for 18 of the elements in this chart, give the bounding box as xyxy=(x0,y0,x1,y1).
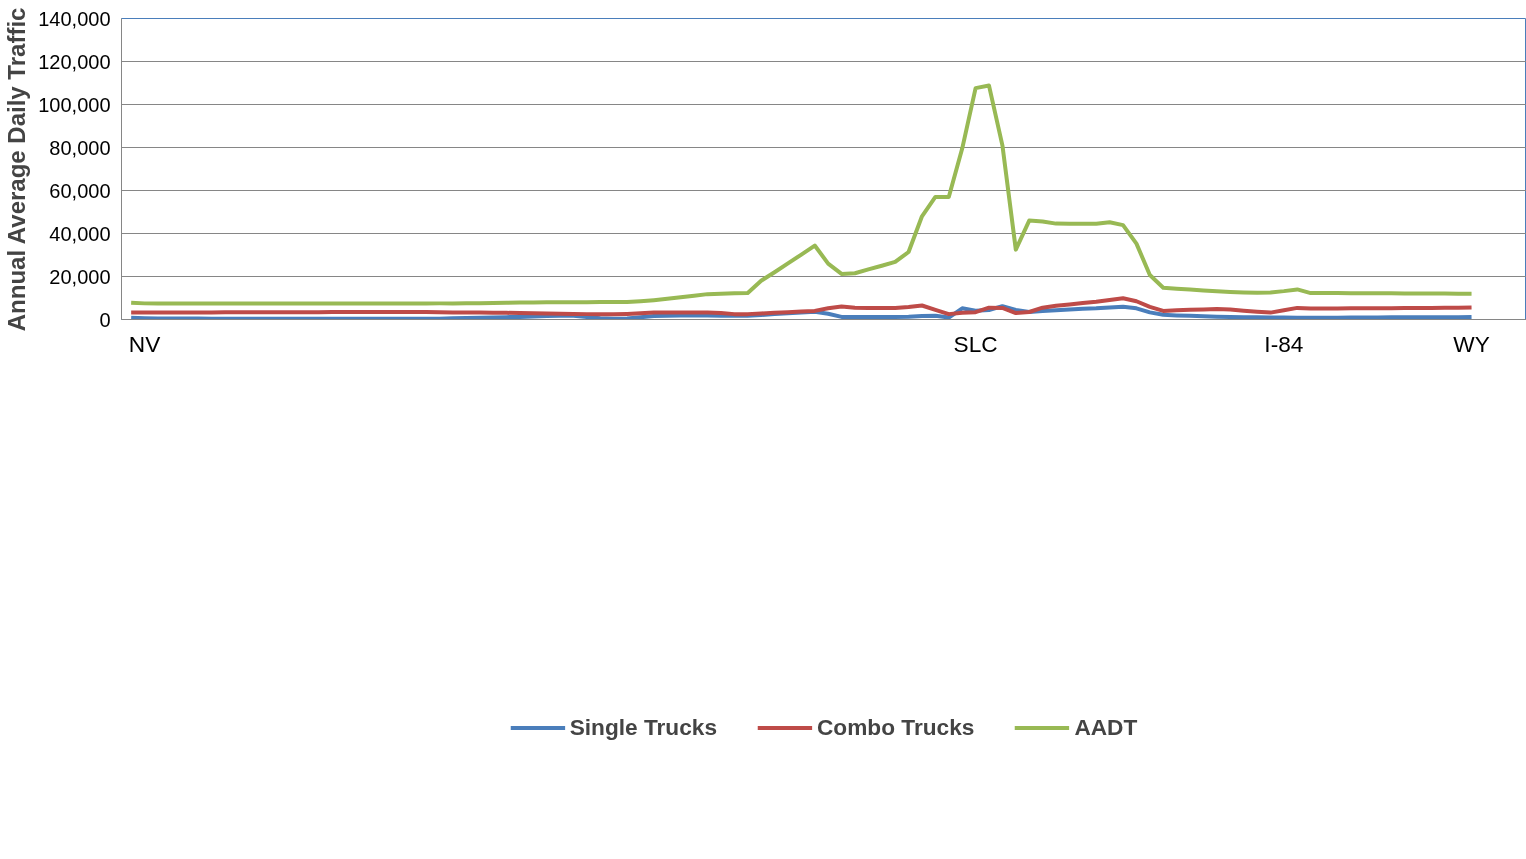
line-series xyxy=(129,83,1474,306)
legend-label: Combo Trucks xyxy=(817,713,975,741)
x-tick-label: SLC xyxy=(953,330,998,357)
x-tick-label: WY xyxy=(1453,330,1490,357)
line-series xyxy=(129,296,1474,317)
y-tick-label: 140,000 xyxy=(38,7,111,30)
legend-label: AADT xyxy=(1074,713,1138,741)
y-tick-label: 100,000 xyxy=(38,93,111,116)
x-tick-label: NV xyxy=(128,330,162,357)
y-tick-label: 60,000 xyxy=(49,179,111,202)
x-tick-label: I-84 xyxy=(1264,330,1304,357)
y-axis-title: Annual Average Daily Traffic xyxy=(3,7,31,332)
y-tick-label: 40,000 xyxy=(49,222,111,245)
y-tick-label: 120,000 xyxy=(38,50,111,73)
y-tick-label: 20,000 xyxy=(49,265,111,288)
y-tick-label: 0 xyxy=(99,308,111,331)
legend-label: Single Trucks xyxy=(569,713,718,741)
y-tick-label: 80,000 xyxy=(49,136,111,159)
